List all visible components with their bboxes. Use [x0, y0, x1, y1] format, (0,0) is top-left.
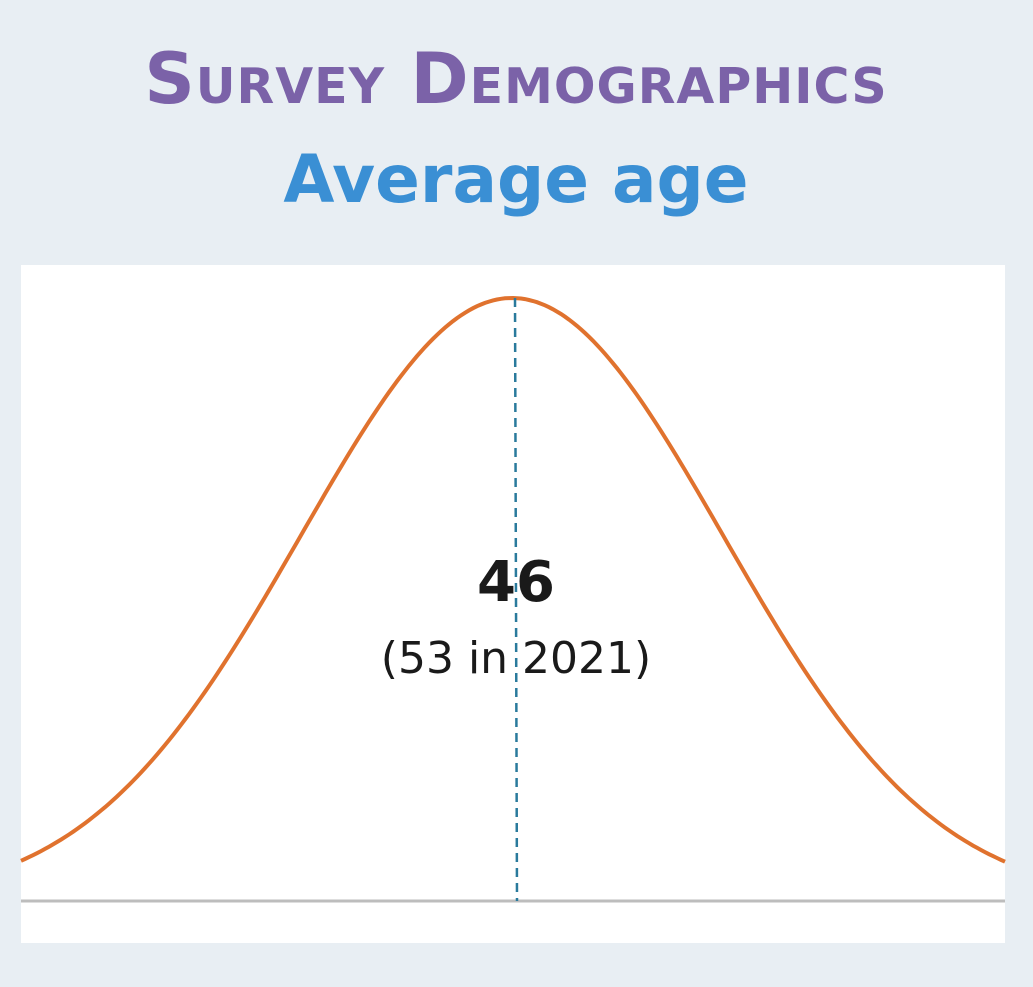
subtitle: Average age — [283, 141, 748, 218]
previous-average: (53 in 2021) — [381, 633, 651, 684]
mean-line — [513, 297, 519, 902]
chart-panel — [21, 265, 1005, 943]
title: Survey Demographics — [144, 38, 887, 120]
bell-curve — [20, 295, 1006, 864]
average-age: 46 — [477, 550, 555, 615]
